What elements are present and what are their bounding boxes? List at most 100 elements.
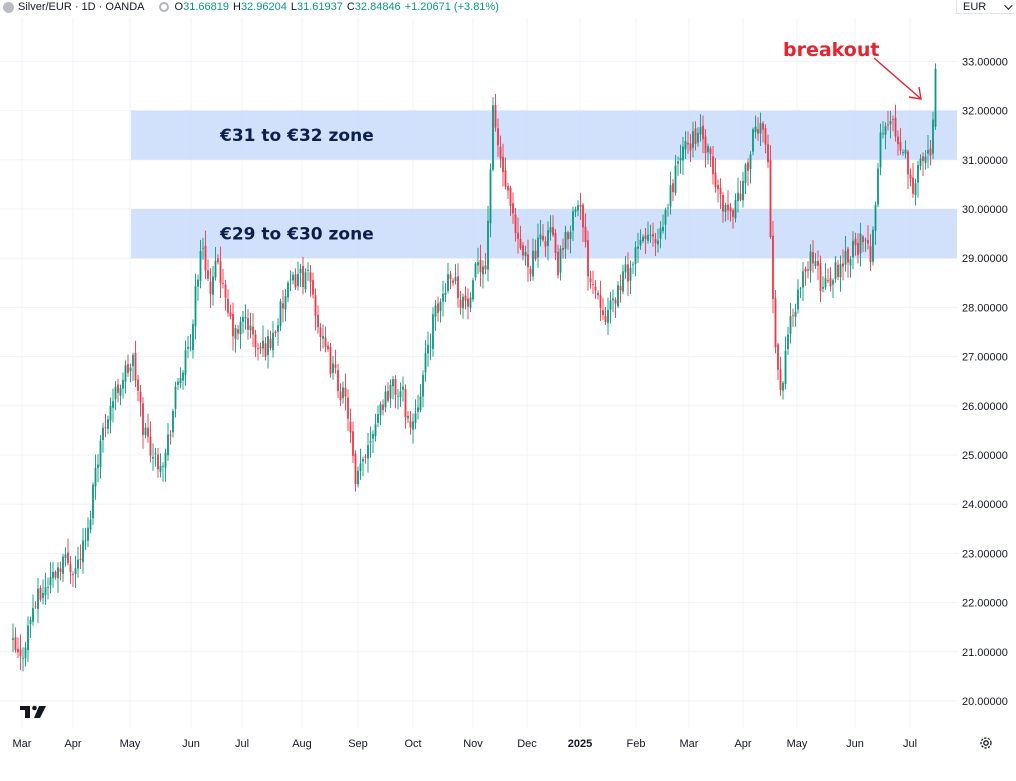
- candle-body: [387, 390, 389, 401]
- candle-body: [299, 268, 302, 274]
- candle-body: [864, 239, 867, 241]
- gear-icon[interactable]: [979, 736, 993, 750]
- candle-body: [522, 245, 524, 256]
- candle-body: [77, 559, 79, 569]
- currency-selector[interactable]: EUR: [956, 0, 1014, 14]
- candle-body: [397, 395, 399, 397]
- candle-body: [572, 211, 574, 231]
- candle-body: [452, 280, 454, 283]
- candle-body: [649, 235, 652, 236]
- candle-body: [82, 540, 84, 563]
- candle-body: [599, 295, 602, 308]
- candle-body: [152, 457, 154, 459]
- candle-body: [124, 365, 127, 382]
- candle-body: [12, 638, 14, 641]
- candle-body: [144, 427, 147, 436]
- candle-body: [804, 268, 807, 272]
- candle-body: [249, 325, 252, 331]
- candle-body: [549, 227, 552, 233]
- symbol-title[interactable]: Silver/EUR · 1D · OANDA: [18, 1, 145, 13]
- y-tick-label: 29.00000: [962, 253, 1008, 265]
- candle-body: [307, 269, 309, 271]
- candle-body: [577, 205, 579, 211]
- candle-body: [694, 128, 697, 144]
- candle-body: [637, 246, 639, 249]
- candle-body: [674, 165, 677, 193]
- candle-body: [29, 619, 32, 625]
- candle-body: [357, 470, 359, 485]
- candle-body: [734, 199, 737, 219]
- x-tick-label: Oct: [404, 738, 421, 750]
- x-tick-label: Jun: [182, 738, 200, 750]
- candle-body: [84, 540, 87, 542]
- candle-body: [349, 421, 352, 433]
- tradingview-logo-icon[interactable]: [20, 704, 48, 720]
- candle-body: [149, 436, 152, 456]
- candle-body: [17, 648, 19, 653]
- candle-body: [374, 424, 377, 437]
- candle-body: [692, 131, 694, 148]
- candle-body: [744, 164, 747, 184]
- candle-body: [739, 193, 742, 200]
- candle-body: [867, 240, 869, 244]
- candle-body: [342, 387, 344, 399]
- x-tick-label: Jul: [235, 738, 249, 750]
- candle-body: [567, 232, 569, 240]
- candle-body: [842, 263, 844, 267]
- candle-body: [617, 285, 619, 307]
- y-tick-label: 30.00000: [962, 204, 1008, 216]
- candle-body: [712, 156, 714, 175]
- candle-body: [309, 272, 312, 282]
- candle-body: [154, 453, 157, 455]
- candle-body: [479, 259, 482, 273]
- candle-body: [187, 346, 189, 349]
- candle-body: [14, 637, 17, 651]
- candle-body: [207, 270, 209, 279]
- candle-body: [819, 263, 822, 291]
- candle-body: [434, 305, 437, 317]
- candle-body: [917, 165, 919, 183]
- candle-body: [59, 568, 62, 573]
- candle-body: [354, 453, 357, 484]
- candle-body: [247, 317, 249, 330]
- candle-body: [834, 262, 837, 279]
- candle-body: [422, 375, 424, 397]
- candle-body: [104, 427, 107, 429]
- candle-body: [537, 237, 539, 258]
- candle-body: [217, 258, 219, 263]
- candle-body: [754, 126, 757, 133]
- candle-body: [109, 406, 112, 421]
- candle-body: [219, 261, 222, 283]
- x-tick-label: Aug: [292, 738, 312, 750]
- x-tick-label: Jul: [903, 738, 917, 750]
- open-value: 31.66819: [183, 1, 229, 13]
- candle-body: [79, 558, 82, 560]
- candle-body: [362, 459, 364, 462]
- candle-body: [74, 568, 77, 574]
- candle-body: [659, 228, 662, 239]
- candle-body: [524, 252, 527, 256]
- candle-body: [504, 170, 507, 187]
- candle-body: [727, 204, 729, 211]
- candle-body: [499, 146, 502, 159]
- candle-body: [24, 647, 27, 659]
- candle-body: [44, 587, 47, 595]
- status-dot-icon[interactable]: [158, 2, 169, 12]
- high-label: H: [232, 1, 241, 13]
- candle-body: [417, 407, 419, 412]
- candle-body: [139, 391, 142, 403]
- candle-body: [827, 280, 829, 282]
- candle-body: [97, 464, 99, 468]
- candle-body: [179, 378, 182, 383]
- candle-body: [502, 156, 504, 173]
- low-value: 31.61937: [296, 1, 343, 13]
- candle-body: [512, 203, 514, 214]
- candle-body: [632, 264, 634, 266]
- candle-body: [114, 386, 117, 400]
- candle-body: [319, 327, 322, 338]
- candle-body: [737, 192, 739, 201]
- candle-body: [264, 343, 267, 357]
- candle-body: [42, 592, 44, 598]
- candle-body: [729, 207, 732, 212]
